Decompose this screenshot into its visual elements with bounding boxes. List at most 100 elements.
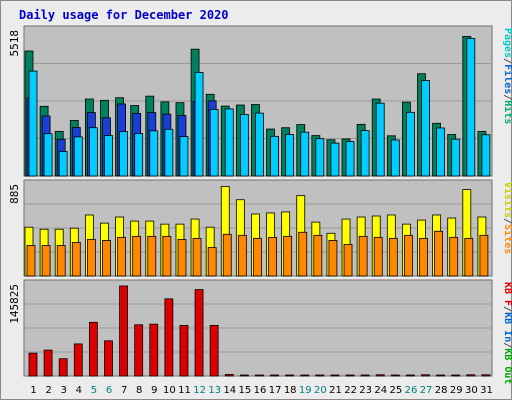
legend-entry: Visits [502, 182, 512, 218]
bar-sites-day-6 [102, 240, 111, 277]
bar-pages-day-10 [164, 128, 174, 177]
day-label-25: 25 [390, 385, 403, 396]
bar-pages-day-20 [315, 138, 325, 177]
bar-sites-day-17 [268, 236, 277, 277]
panel-middle-legend: Visits/Sites [502, 182, 512, 254]
bar-kb-f-day-12 [194, 289, 204, 377]
day-label-28: 28 [435, 385, 448, 396]
bar-kb-f-day-28 [436, 374, 446, 377]
bar-sites-day-16 [253, 237, 262, 277]
bar-sites-day-29 [449, 236, 459, 277]
bar-kb-f-day-29 [451, 374, 461, 377]
bar-sites-day-24 [373, 236, 383, 277]
bar-kb-f-day-30 [466, 374, 476, 377]
bar-pages-day-2 [43, 133, 53, 177]
bar-kb-f-day-9 [149, 323, 159, 377]
bar-pages-day-31 [481, 134, 491, 177]
bar-sites-day-27 [419, 237, 428, 277]
bar-kb-f-day-10 [164, 298, 174, 377]
bar-sites-day-28 [434, 230, 444, 277]
panel-top-ymax-label: 5518 [8, 30, 21, 57]
bar-kb-f-day-27 [421, 374, 430, 377]
legend-entry: KB In [502, 312, 512, 342]
bar-pages-day-6 [104, 135, 113, 177]
bar-kb-f-day-8 [134, 324, 144, 377]
bar-sites-day-4 [71, 242, 81, 277]
bar-sites-day-14 [222, 233, 232, 277]
bar-sites-day-23 [358, 235, 368, 277]
bar-sites-day-25 [388, 237, 398, 277]
bar-kb-f-day-4 [73, 343, 83, 377]
bar-kb-f-day-6 [104, 340, 113, 377]
bar-kb-f-day-18 [285, 374, 295, 377]
day-label-14: 14 [223, 385, 236, 396]
day-label-29: 29 [450, 385, 463, 396]
bar-kb-f-day-5 [88, 321, 98, 377]
day-label-15: 15 [239, 385, 252, 396]
bar-sites-day-7 [117, 236, 126, 277]
bar-kb-f-day-7 [119, 285, 128, 377]
bar-sites-day-1 [26, 245, 36, 277]
bar-kb-f-day-17 [270, 374, 279, 377]
day-label-21: 21 [329, 385, 342, 396]
bar-pages-day-16 [255, 112, 264, 177]
day-label-31: 31 [480, 385, 493, 396]
bar-kb-f-day-2 [43, 349, 53, 377]
day-label-9: 9 [151, 385, 157, 396]
legend-entry: Pages [502, 28, 512, 58]
bar-pages-day-24 [375, 102, 385, 177]
legend-entry: Sites [502, 224, 512, 254]
bar-kb-f-day-14 [224, 374, 234, 377]
bar-pages-day-7 [119, 131, 128, 177]
panel-top-legend: Pages/Files/Hits [502, 28, 512, 124]
legend-entry: / [502, 342, 512, 348]
panel-bottom-ymax-label: 145825 [8, 284, 21, 324]
panel-bottom-legend: KB F/KB In/KB Out [502, 282, 512, 384]
legend-entry: KB Out [502, 348, 512, 384]
day-label-5: 5 [91, 385, 97, 396]
bar-pages-day-15 [239, 114, 249, 177]
day-label-11: 11 [178, 385, 191, 396]
bar-pages-day-4 [73, 136, 83, 177]
bar-pages-day-19 [300, 131, 310, 177]
legend-entry: / [502, 94, 512, 100]
day-label-8: 8 [136, 385, 142, 396]
day-label-18: 18 [284, 385, 297, 396]
bar-sites-day-11 [177, 238, 187, 277]
day-label-24: 24 [374, 385, 387, 396]
day-label-23: 23 [359, 385, 372, 396]
legend-entry: / [502, 306, 512, 312]
bar-pages-day-12 [194, 71, 204, 177]
day-label-4: 4 [76, 385, 82, 396]
day-label-12: 12 [193, 385, 206, 396]
bar-pages-day-3 [58, 151, 68, 177]
legend-entry: KB F [502, 282, 512, 306]
panel-middle-ymax-label: 885 [8, 184, 21, 204]
bar-pages-day-25 [390, 139, 400, 177]
day-label-2: 2 [45, 385, 51, 396]
bar-sites-day-9 [147, 235, 157, 277]
bar-kb-f-day-23 [360, 374, 370, 377]
day-label-22: 22 [344, 385, 357, 396]
bar-sites-day-21 [328, 240, 338, 277]
bar-pages-day-14 [224, 108, 234, 177]
bar-sites-day-3 [56, 245, 66, 277]
bar-kb-f-day-11 [179, 324, 189, 377]
bar-kb-f-day-21 [330, 374, 340, 377]
legend-entry: / [502, 58, 512, 64]
bar-sites-day-13 [207, 247, 217, 277]
legend-entry: Files [502, 64, 512, 94]
bar-kb-f-day-31 [481, 374, 491, 377]
day-label-10: 10 [163, 385, 176, 396]
day-label-17: 17 [269, 385, 282, 396]
bar-sites-day-12 [192, 237, 202, 277]
day-label-1: 1 [30, 385, 36, 396]
bar-pages-day-18 [285, 134, 295, 177]
bar-sites-day-8 [132, 235, 142, 277]
bar-kb-f-day-3 [58, 358, 68, 377]
day-label-27: 27 [420, 385, 433, 396]
bar-sites-day-5 [86, 238, 96, 277]
bar-pages-day-22 [345, 141, 355, 177]
bar-pages-day-26 [406, 111, 415, 177]
